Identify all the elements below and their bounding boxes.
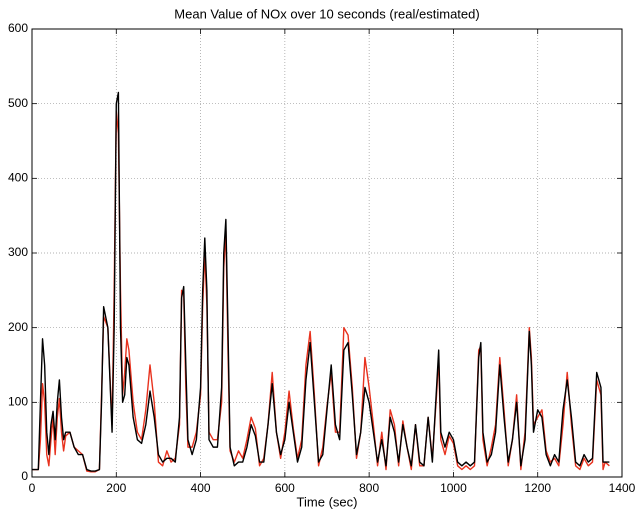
x-tick-label: 1400 [609,481,636,495]
y-tick-label: 500 [8,96,28,110]
y-tick-label: 600 [8,21,28,35]
y-tick-label: 400 [8,171,28,185]
x-axis-label: Time (sec) [297,494,358,509]
x-tick-label: 800 [359,481,379,495]
x-tick-label: 1000 [440,481,467,495]
x-tick-label: 600 [275,481,295,495]
y-tick-label: 300 [8,245,28,259]
x-tick-label: 200 [106,481,126,495]
axis-labels: 0 100 200 300 400 500 600 0 200 400 600 800 1000 1200… [8,21,636,495]
y-tick-label: 200 [8,320,28,334]
x-tick-label: 1200 [524,481,551,495]
x-tick-label: 400 [191,481,211,495]
series-line [32,91,610,472]
plot-lines [32,91,610,473]
y-tick-label: 0 [21,469,28,483]
x-tick-label: 0 [29,481,36,495]
plot-frame [31,28,623,478]
y-tick-label: 100 [8,395,28,409]
chart-title: Mean Value of NOx over 10 seconds (real/… [174,6,479,21]
